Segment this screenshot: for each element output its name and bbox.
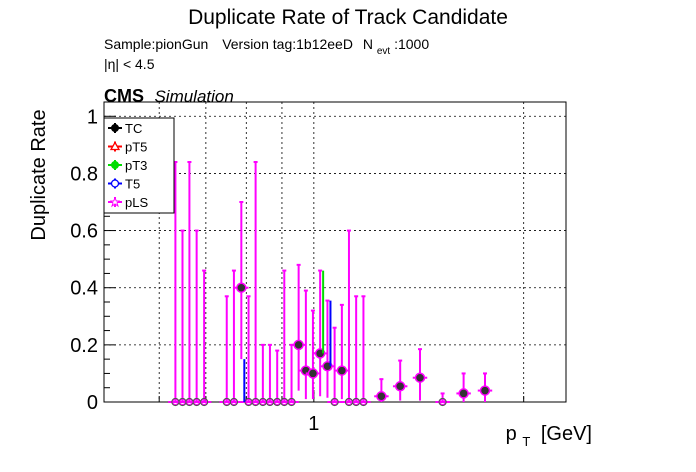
data-point [456, 372, 471, 402]
points-layer [168, 161, 493, 407]
data-point [356, 295, 371, 407]
data-point [284, 343, 299, 407]
y-axis-title: Duplicate Rate [28, 109, 50, 240]
tc-marker [458, 388, 469, 399]
legend-label: TC [125, 121, 142, 136]
legend: TC pT5 pT3 T5 pLS [103, 117, 175, 214]
x-axis-title-main: p [506, 423, 517, 445]
sample-label: Sample:pionGun [104, 36, 208, 52]
legend-label: pT5 [125, 140, 147, 155]
legend-marker-icon [109, 141, 121, 151]
tc-marker [229, 397, 239, 407]
data-point [320, 299, 335, 398]
cms-sub-label: Simulation [154, 87, 233, 106]
data-point [412, 348, 428, 401]
tc-marker [376, 391, 387, 402]
y-tick-label: 0.8 [70, 163, 98, 185]
cms-label: CMS [104, 86, 144, 106]
data-point [298, 289, 314, 400]
info-line: Sample:pionGun Version tag:1b12eeD N evt… [104, 36, 429, 57]
nevt-subscript: evt [377, 46, 391, 57]
version-label: Version tag:1b12eeD [222, 36, 353, 52]
legend-entry-pt3: pT3 [108, 158, 147, 173]
tc-marker [438, 397, 447, 407]
x-axis-title-unit: [GeV] [541, 423, 592, 445]
data-point [374, 378, 389, 402]
tc-marker [479, 385, 491, 396]
legend-marker-icon [111, 161, 119, 169]
data-point [305, 309, 321, 400]
data-point [392, 359, 408, 401]
tc-marker [414, 372, 426, 383]
tc-marker [307, 368, 319, 379]
y-tick-label: 0.6 [70, 221, 98, 243]
tc-marker [287, 397, 296, 407]
data-point [327, 326, 342, 407]
pls-marker [288, 399, 295, 405]
cms-label-group: CMS Simulation [104, 86, 234, 106]
tc-marker [293, 339, 304, 351]
data-point [334, 303, 350, 400]
pls-marker [439, 399, 446, 405]
eta-cut-label: |η| < 4.5 [104, 56, 155, 72]
legend-label: pLS [125, 195, 148, 210]
tc-marker [330, 397, 339, 407]
legend-label: T5 [125, 177, 140, 192]
data-point [291, 263, 306, 391]
pls-marker [331, 399, 338, 405]
legend-marker-icon [110, 179, 120, 188]
tc-marker [336, 365, 348, 376]
chart-title: Duplicate Rate of Track Candidate [188, 6, 508, 29]
pls-marker [230, 399, 237, 405]
data-point [312, 269, 328, 397]
legend-marker-icon [109, 196, 121, 208]
y-tick-label: 1 [87, 106, 98, 128]
data-point [435, 392, 450, 407]
x-tick-label: 1 [308, 413, 319, 435]
tc-marker [200, 397, 209, 407]
tc-marker [359, 397, 368, 407]
tc-marker [236, 282, 247, 293]
legend-label: pT3 [125, 158, 147, 173]
legend-marker-icon [111, 124, 119, 132]
legend-entry-tc: TC [108, 121, 142, 136]
pls-marker [360, 399, 367, 405]
nevt-prefix: N [363, 36, 373, 52]
data-point [226, 269, 242, 407]
y-tick-label: 0.2 [70, 335, 98, 357]
tc-marker [394, 381, 406, 392]
legend-entry-t5: T5 [108, 177, 140, 192]
legend-entry-pt5: pT5 [108, 140, 147, 155]
y-tick-label: 0.4 [70, 278, 98, 300]
x-axis-title: p T [GeV] [506, 423, 592, 451]
data-point [234, 201, 249, 360]
legend-entry-pls: pLS [108, 195, 148, 210]
x-axis-title-sub: T [522, 434, 530, 449]
y-tick-label: 0 [87, 392, 98, 414]
data-point [477, 372, 493, 402]
data-point [196, 269, 212, 407]
pls-marker [201, 399, 208, 405]
nevt-value: :1000 [394, 36, 429, 52]
